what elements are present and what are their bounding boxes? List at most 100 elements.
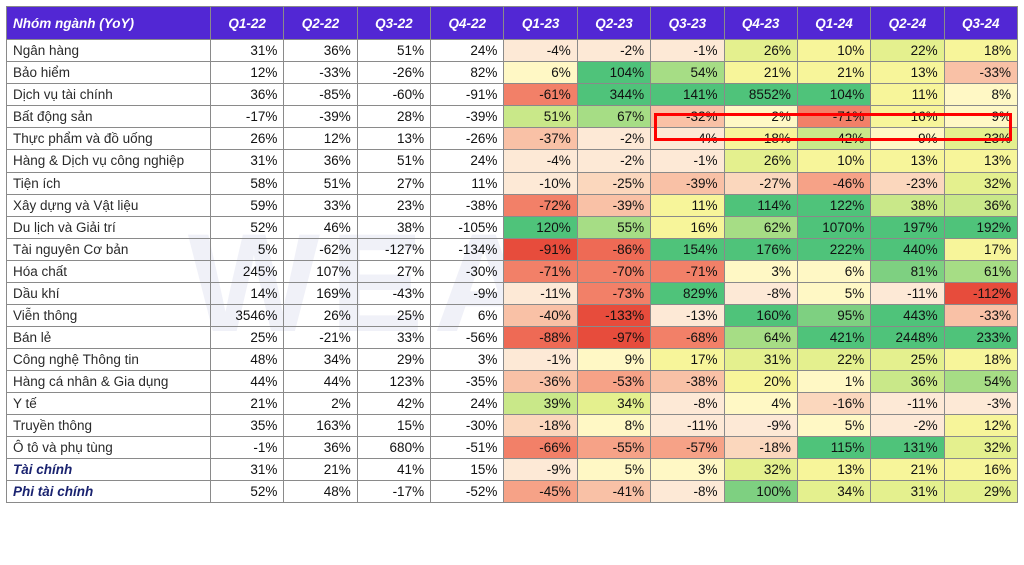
cell-value: -21% xyxy=(284,326,357,348)
cell-value: 21% xyxy=(284,459,357,481)
row-label: Bảo hiểm xyxy=(7,62,211,84)
cell-value: -40% xyxy=(504,304,577,326)
cell-value: 829% xyxy=(651,282,724,304)
cell-value: -37% xyxy=(504,128,577,150)
row-label: Ô tô và phụ tùng xyxy=(7,437,211,459)
cell-value: 51% xyxy=(357,150,430,173)
table-row: Bất động sản-17%-39%28%-39%51%67%-32%2%-… xyxy=(7,106,1018,128)
cell-value: 61% xyxy=(944,260,1017,282)
cell-value: 29% xyxy=(944,481,1017,503)
col-header-q1-23: Q1-23 xyxy=(504,7,577,40)
cell-value: 38% xyxy=(871,194,944,216)
cell-value: 104% xyxy=(797,84,870,106)
cell-value: 46% xyxy=(284,216,357,238)
cell-value: 34% xyxy=(284,348,357,370)
cell-value: -32% xyxy=(651,106,724,128)
table-row: Thực phẩm và đồ uống26%12%13%-26%-37%-2%… xyxy=(7,128,1018,150)
cell-value: -4% xyxy=(504,40,577,62)
cell-value: 421% xyxy=(797,326,870,348)
cell-value: 21% xyxy=(724,62,797,84)
cell-value: 31% xyxy=(724,348,797,370)
cell-value: 36% xyxy=(871,370,944,393)
cell-value: 36% xyxy=(284,150,357,173)
cell-value: -1% xyxy=(651,150,724,173)
cell-value: 5% xyxy=(797,282,870,304)
cell-value: -39% xyxy=(651,172,724,194)
cell-value: -8% xyxy=(651,481,724,503)
sector-yoy-table: Nhóm ngành (YoY)Q1-22Q2-22Q3-22Q4-22Q1-2… xyxy=(6,6,1018,503)
cell-value: 344% xyxy=(577,84,650,106)
cell-value: 131% xyxy=(871,437,944,459)
cell-value: 27% xyxy=(357,260,430,282)
cell-value: 51% xyxy=(357,40,430,62)
cell-value: 6% xyxy=(431,304,504,326)
cell-value: 2448% xyxy=(871,326,944,348)
cell-value: 29% xyxy=(357,348,430,370)
cell-value: -91% xyxy=(431,84,504,106)
row-label: Tài nguyên Cơ bản xyxy=(7,238,211,260)
cell-value: 5% xyxy=(211,238,284,260)
cell-value: 55% xyxy=(577,216,650,238)
cell-value: 31% xyxy=(211,150,284,173)
cell-value: -33% xyxy=(944,62,1017,84)
table-row: Hóa chất245%107%27%-30%-71%-70%-71%3%6%8… xyxy=(7,260,1018,282)
cell-value: -51% xyxy=(431,437,504,459)
cell-value: -43% xyxy=(357,282,430,304)
cell-value: -1% xyxy=(504,348,577,370)
cell-value: 9% xyxy=(577,348,650,370)
cell-value: 197% xyxy=(871,216,944,238)
cell-value: 34% xyxy=(577,393,650,415)
cell-value: 26% xyxy=(211,128,284,150)
cell-value: 8% xyxy=(577,415,650,437)
cell-value: 245% xyxy=(211,260,284,282)
cell-value: 5% xyxy=(797,415,870,437)
row-label: Dịch vụ tài chính xyxy=(7,84,211,106)
table-row: Xây dựng và Vật liệu59%33%23%-38%-72%-39… xyxy=(7,194,1018,216)
cell-value: 52% xyxy=(211,216,284,238)
cell-value: -39% xyxy=(577,194,650,216)
cell-value: 12% xyxy=(211,62,284,84)
cell-value: 16% xyxy=(944,459,1017,481)
cell-value: 3% xyxy=(724,260,797,282)
cell-value: -62% xyxy=(284,238,357,260)
cell-value: 48% xyxy=(211,348,284,370)
cell-value: 59% xyxy=(211,194,284,216)
cell-value: -39% xyxy=(284,106,357,128)
row-label: Viễn thông xyxy=(7,304,211,326)
cell-value: -2% xyxy=(871,415,944,437)
cell-value: -1% xyxy=(211,437,284,459)
cell-value: 13% xyxy=(357,128,430,150)
cell-value: -97% xyxy=(577,326,650,348)
cell-value: -3% xyxy=(944,393,1017,415)
cell-value: 67% xyxy=(577,106,650,128)
cell-value: -112% xyxy=(944,282,1017,304)
cell-value: -55% xyxy=(577,437,650,459)
col-header-q1-22: Q1-22 xyxy=(211,7,284,40)
cell-value: 42% xyxy=(357,393,430,415)
cell-value: 26% xyxy=(284,304,357,326)
page-container: WEALTH { "watermark": "WEALTH", "header_… xyxy=(0,0,1024,565)
cell-value: -18% xyxy=(724,437,797,459)
row-label: Hóa chất xyxy=(7,260,211,282)
cell-value: -30% xyxy=(431,260,504,282)
cell-value: 6% xyxy=(504,62,577,84)
cell-value: 13% xyxy=(871,62,944,84)
cell-value: 2% xyxy=(724,106,797,128)
cell-value: 20% xyxy=(724,370,797,393)
cell-value: 10% xyxy=(797,150,870,173)
row-label: Truyền thông xyxy=(7,415,211,437)
cell-value: -52% xyxy=(431,481,504,503)
col-header-q2-22: Q2-22 xyxy=(284,7,357,40)
table-row: Bán lẻ25%-21%33%-56%-88%-97%-68%64%421%2… xyxy=(7,326,1018,348)
col-header-q3-23: Q3-23 xyxy=(651,7,724,40)
cell-value: -23% xyxy=(871,172,944,194)
row-label: Bán lẻ xyxy=(7,326,211,348)
cell-value: 8552% xyxy=(724,84,797,106)
cell-value: 107% xyxy=(284,260,357,282)
table-row: Viễn thông3546%26%25%6%-40%-133%-13%160%… xyxy=(7,304,1018,326)
cell-value: 114% xyxy=(724,194,797,216)
row-label: Công nghệ Thông tin xyxy=(7,348,211,370)
cell-value: 48% xyxy=(284,481,357,503)
cell-value: 1% xyxy=(797,370,870,393)
cell-value: -33% xyxy=(284,62,357,84)
